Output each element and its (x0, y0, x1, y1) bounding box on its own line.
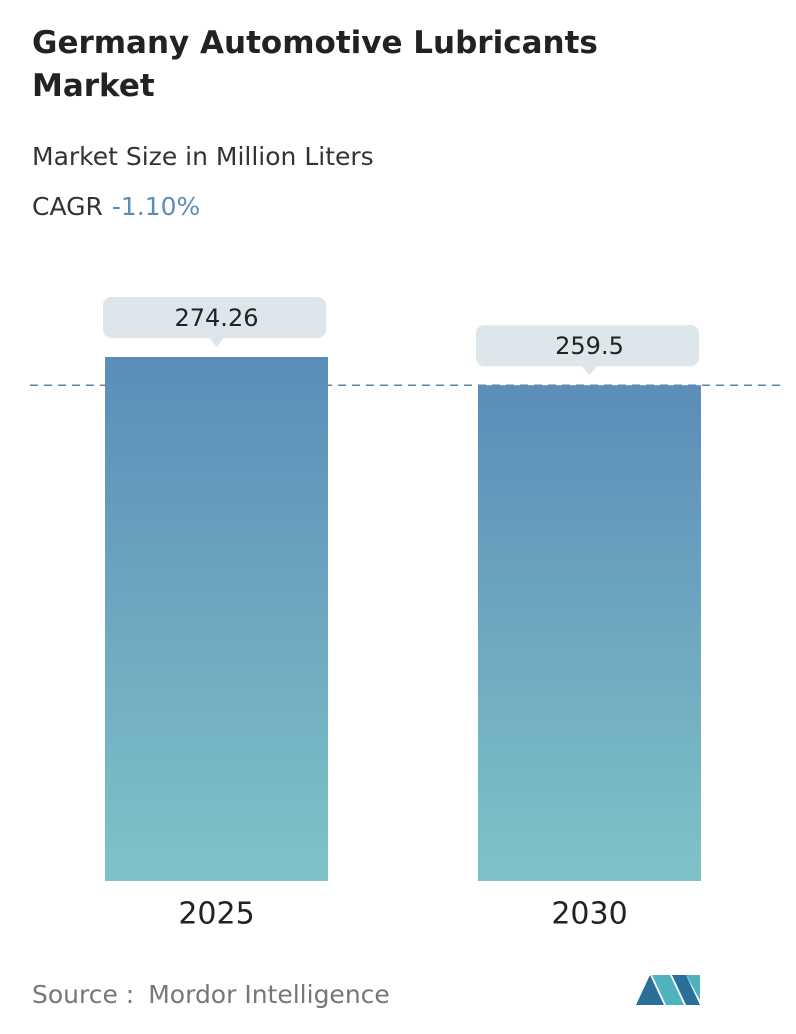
title-box: Germany Automotive Lubricants Market (32, 25, 598, 104)
x-tick-label: 2025 (178, 897, 254, 932)
cagr-label: CAGR (32, 192, 102, 221)
source-label: Source : (32, 980, 134, 1009)
bar (105, 357, 328, 881)
value-label-box (103, 297, 326, 338)
cagr: CAGR -1.10% (32, 192, 200, 221)
x-tick-label: 2030 (551, 897, 627, 932)
value-label-pointer (581, 365, 598, 376)
source: Source : Mordor Intelligence (32, 980, 390, 1009)
logo (636, 975, 700, 1005)
bar (478, 385, 701, 881)
cagr-value: -1.10% (112, 192, 200, 221)
chart-title: Germany Automotive Lubricants Market (32, 25, 598, 104)
source-name: Mordor Intelligence (148, 980, 390, 1009)
value-label-box (476, 325, 699, 367)
value-label: 274.26 (175, 304, 259, 332)
value-label-pointer (208, 337, 225, 347)
chart-subtitle: Market Size in Million Liters (32, 142, 374, 171)
value-label: 259.5 (555, 332, 624, 360)
